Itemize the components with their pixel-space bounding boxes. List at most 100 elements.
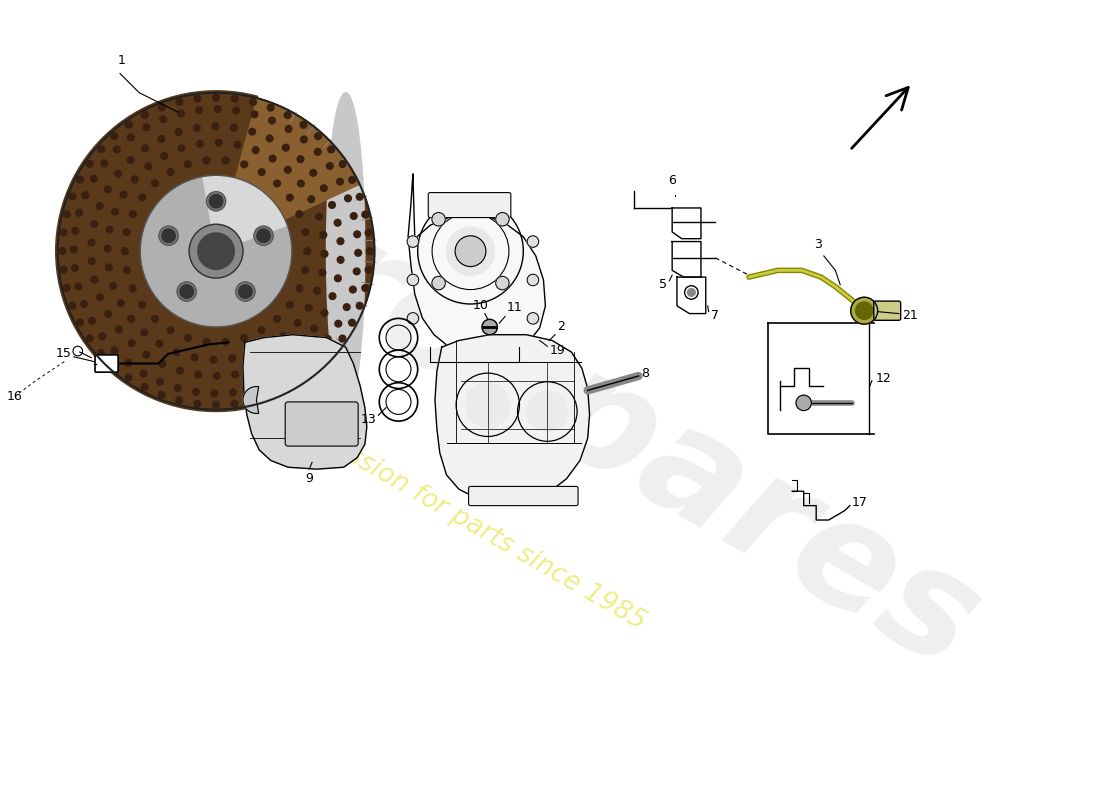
Circle shape (365, 266, 372, 273)
Circle shape (120, 191, 127, 198)
Circle shape (248, 350, 254, 358)
Circle shape (320, 185, 327, 191)
Text: 15: 15 (56, 347, 72, 361)
Circle shape (315, 363, 321, 370)
Circle shape (90, 175, 97, 182)
Circle shape (350, 286, 356, 293)
Circle shape (89, 318, 96, 324)
Circle shape (314, 287, 320, 294)
Circle shape (300, 374, 307, 381)
Ellipse shape (327, 93, 365, 410)
Circle shape (216, 139, 222, 146)
Circle shape (176, 367, 184, 374)
Circle shape (64, 211, 70, 218)
Circle shape (192, 389, 199, 395)
Circle shape (351, 213, 358, 219)
Circle shape (72, 227, 79, 234)
Circle shape (196, 106, 202, 114)
FancyBboxPatch shape (469, 486, 579, 506)
Circle shape (128, 134, 134, 141)
Circle shape (178, 145, 185, 152)
Circle shape (306, 304, 312, 311)
Circle shape (212, 94, 220, 101)
Circle shape (251, 111, 257, 118)
Text: 19: 19 (549, 343, 565, 357)
Circle shape (304, 248, 310, 254)
Circle shape (256, 229, 271, 242)
Circle shape (142, 145, 148, 152)
Circle shape (161, 153, 167, 159)
Circle shape (211, 390, 218, 397)
Circle shape (232, 371, 239, 378)
Circle shape (230, 389, 236, 396)
Text: 5: 5 (659, 278, 668, 291)
Circle shape (407, 274, 419, 286)
Circle shape (527, 391, 568, 432)
Circle shape (101, 160, 108, 166)
Circle shape (283, 372, 289, 378)
Circle shape (123, 229, 130, 235)
Circle shape (241, 334, 248, 342)
FancyArrowPatch shape (851, 87, 909, 148)
Circle shape (158, 391, 165, 398)
Circle shape (280, 333, 287, 339)
Circle shape (76, 210, 82, 216)
Circle shape (173, 349, 179, 355)
Circle shape (158, 136, 165, 142)
Circle shape (107, 226, 113, 233)
Circle shape (300, 136, 307, 143)
FancyBboxPatch shape (95, 355, 118, 372)
Text: 6: 6 (668, 174, 676, 187)
Polygon shape (243, 334, 366, 469)
Circle shape (296, 285, 303, 292)
Circle shape (250, 367, 256, 374)
Circle shape (294, 319, 300, 326)
Circle shape (300, 122, 307, 128)
Circle shape (64, 285, 70, 291)
Circle shape (688, 289, 695, 296)
Circle shape (343, 304, 350, 310)
Text: 10: 10 (472, 298, 488, 312)
Circle shape (139, 194, 145, 201)
Circle shape (152, 315, 158, 322)
Polygon shape (408, 174, 546, 356)
Circle shape (145, 163, 152, 170)
Circle shape (194, 400, 201, 407)
Circle shape (239, 285, 252, 298)
Circle shape (118, 300, 124, 306)
Circle shape (274, 315, 280, 322)
Circle shape (284, 112, 290, 118)
Circle shape (362, 285, 369, 291)
Circle shape (337, 238, 344, 245)
Circle shape (212, 402, 219, 408)
Circle shape (349, 177, 355, 183)
Circle shape (139, 302, 145, 308)
Circle shape (114, 170, 121, 178)
Circle shape (197, 141, 204, 147)
Circle shape (69, 194, 76, 200)
Circle shape (268, 117, 275, 124)
Circle shape (157, 378, 164, 385)
Circle shape (355, 250, 362, 256)
Circle shape (285, 126, 292, 132)
Circle shape (106, 264, 112, 270)
Circle shape (111, 347, 118, 354)
Text: 13: 13 (361, 413, 376, 426)
Circle shape (123, 266, 130, 274)
Circle shape (128, 315, 134, 322)
Circle shape (249, 128, 255, 135)
Circle shape (80, 301, 88, 307)
Circle shape (194, 125, 200, 131)
Circle shape (337, 178, 343, 185)
Circle shape (229, 355, 235, 362)
Circle shape (213, 373, 220, 379)
Circle shape (356, 194, 363, 200)
Circle shape (366, 248, 373, 254)
Circle shape (362, 211, 369, 218)
Circle shape (319, 270, 326, 276)
Circle shape (301, 266, 309, 274)
Wedge shape (204, 176, 286, 251)
Circle shape (104, 310, 111, 318)
Circle shape (91, 221, 98, 227)
Circle shape (72, 265, 78, 271)
